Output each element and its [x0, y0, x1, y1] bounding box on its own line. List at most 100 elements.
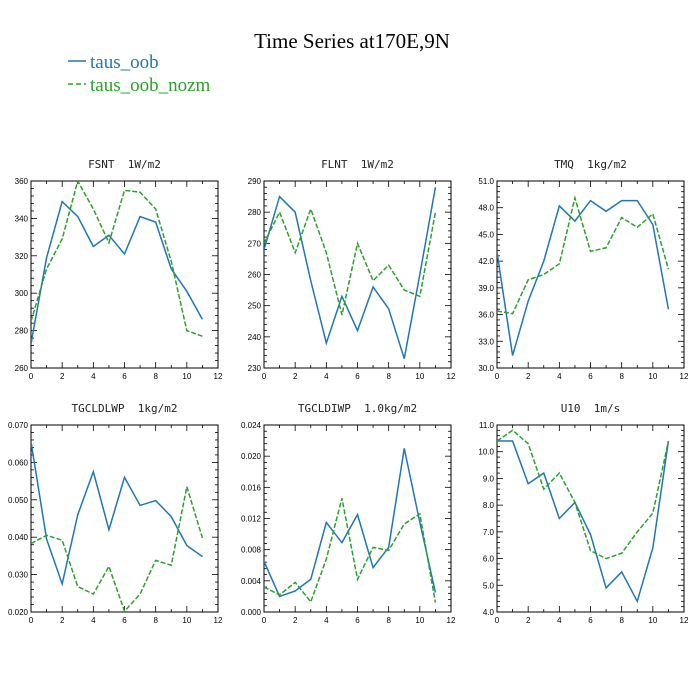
y-tick-label: 0.008 [241, 546, 262, 555]
chart-panel-3: TMQ 1kg/m2 0 2 4 6 8 10 12 30.0 33.0 36.0 39.0 42.0 4… [478, 158, 689, 381]
y-tick-label: 290 [248, 177, 262, 186]
x-tick-label: 4 [91, 616, 96, 625]
panel-title: FLNT 1W/m2 [321, 158, 394, 171]
x-tick-label: 2 [60, 372, 65, 381]
x-tick-label: 8 [619, 372, 624, 381]
panel-title: TGCLDLWP 1kg/m2 [72, 402, 178, 415]
y-tick-label: 39.0 [478, 284, 494, 293]
x-tick-label: 6 [122, 372, 127, 381]
series-line-taus-oob [31, 441, 203, 587]
y-tick-label: 33.0 [478, 337, 494, 346]
x-tick-label: 2 [60, 616, 65, 625]
x-tick-label: 2 [293, 372, 298, 381]
x-tick-label: 10 [648, 372, 657, 381]
y-tick-label: 230 [248, 364, 262, 373]
x-tick-label: 12 [214, 616, 223, 625]
x-tick-label: 6 [355, 616, 360, 625]
x-tick-label: 8 [153, 616, 158, 625]
series-line-taus-oob [31, 200, 204, 344]
plot-frame [496, 180, 685, 369]
y-tick-label: 270 [248, 239, 262, 248]
series-line-taus-oob-nozm [497, 429, 670, 560]
y-tick-label: 320 [15, 252, 29, 261]
y-tick-label: 280 [248, 208, 262, 217]
x-tick-label: 8 [386, 616, 391, 625]
series-line-taus-oob-nozm [31, 181, 203, 337]
y-tick-label: 0.050 [8, 496, 29, 505]
y-tick-label: 36.0 [478, 311, 494, 320]
x-tick-label: 8 [619, 616, 624, 625]
panel-title: TGCLDIWP 1.0kg/m2 [298, 402, 417, 415]
y-tick-label: 250 [248, 302, 262, 311]
chart-panel-4: TGCLDLWP 1kg/m2 0 2 4 6 8 10 12 0.020 0.030 0.040 0… [8, 402, 223, 625]
chart-panel-5: TGCLDIWP 1.0kg/m2 0 2 4 6 8 10 12 0.000 0.004 0.00… [241, 402, 456, 625]
y-tick-label: 340 [15, 214, 29, 223]
y-tick-label: 280 [15, 327, 29, 336]
y-tick-label: 0.030 [8, 571, 29, 580]
y-tick-label: 300 [15, 289, 29, 298]
y-tick-label: 0.004 [241, 577, 262, 586]
y-tick-label: 7.0 [483, 528, 495, 537]
y-tick-label: 0.070 [8, 421, 29, 430]
x-tick-label: 4 [324, 372, 329, 381]
plot-frame [496, 424, 685, 613]
y-tick-label: 360 [15, 177, 29, 186]
x-tick-label: 0 [262, 372, 267, 381]
chart-panel-6: U10 1m/s 0 2 4 6 8 10 12 4.0 5.0 6.0 7.0 8.0 9.0 10.0 1… [478, 402, 689, 625]
chart-panel-2: FLNT 1W/m2 0 2 4 6 8 10 12 230 240 250 260 270 280 290 [248, 158, 456, 381]
x-tick-label: 0 [29, 616, 34, 625]
series-line-taus-oob [264, 448, 437, 598]
x-tick-label: 0 [29, 372, 34, 381]
x-tick-label: 12 [447, 372, 456, 381]
x-tick-label: 4 [557, 616, 562, 625]
x-tick-label: 4 [91, 372, 96, 381]
y-tick-label: 5.0 [483, 581, 495, 590]
x-tick-label: 0 [495, 372, 500, 381]
y-tick-label: 11.0 [479, 421, 495, 430]
x-tick-label: 10 [182, 616, 191, 625]
x-tick-label: 4 [557, 372, 562, 381]
y-tick-label: 45.0 [478, 230, 494, 239]
panel-title: FSNT 1W/m2 [88, 158, 161, 171]
plot-frame [30, 424, 219, 613]
x-tick-label: 10 [648, 616, 657, 625]
y-tick-label: 240 [248, 333, 262, 342]
chart-panels: FSNT 1W/m20 2 4 6 8 10 12260280300320340360FLN… [8, 158, 689, 625]
x-tick-label: 0 [495, 616, 500, 625]
x-tick-label: 8 [153, 372, 158, 381]
y-tick-label: 51.0 [478, 177, 494, 186]
x-tick-label: 6 [355, 372, 360, 381]
y-tick-label: 8.0 [483, 501, 495, 510]
x-tick-label: 2 [293, 616, 298, 625]
y-tick-label: 9.0 [483, 474, 495, 483]
x-tick-label: 12 [447, 616, 456, 625]
y-tick-label: 0.060 [8, 458, 29, 467]
plot-frame [263, 424, 452, 613]
y-tick-label: 0.020 [8, 608, 29, 617]
x-tick-label: 10 [182, 372, 191, 381]
chart-panel-1: FSNT 1W/m2 0 2 4 6 8 10 12 260 280 300 320 340 360 [15, 158, 223, 381]
y-tick-label: 42.0 [478, 257, 494, 266]
x-tick-label: 6 [588, 616, 593, 625]
y-tick-label: 0.012 [241, 515, 262, 524]
y-tick-label: 0.000 [241, 608, 262, 617]
x-tick-label: 10 [415, 616, 424, 625]
legend-label-taus-oob: taus_oob [90, 52, 159, 73]
series-line-taus-oob-nozm [264, 206, 437, 316]
y-tick-label: 260 [248, 271, 262, 280]
series-line-taus-oob [264, 187, 437, 359]
panel-title: TMQ 1kg/m2 [554, 158, 627, 171]
x-tick-label: 10 [415, 372, 424, 381]
x-tick-label: 6 [588, 372, 593, 381]
series-line-taus-oob-nozm [497, 194, 670, 315]
x-tick-label: 8 [386, 372, 391, 381]
x-tick-label: 2 [526, 372, 531, 381]
y-tick-label: 0.020 [241, 452, 262, 461]
y-tick-label: 0.040 [8, 533, 29, 542]
x-tick-label: 12 [680, 372, 689, 381]
y-tick-label: 30.0 [478, 364, 494, 373]
x-tick-label: 6 [122, 616, 127, 625]
plot-frame [30, 180, 219, 369]
y-tick-label: 10.0 [478, 448, 494, 457]
x-tick-label: 12 [214, 372, 223, 381]
